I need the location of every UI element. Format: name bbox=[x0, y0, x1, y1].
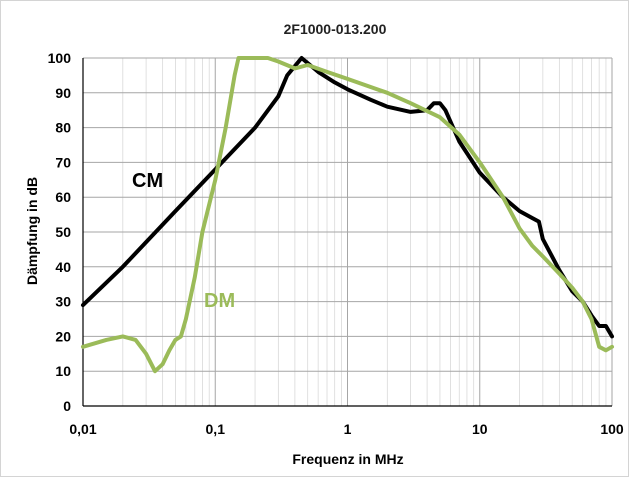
y-tick-label: 80 bbox=[55, 120, 71, 136]
x-axis-title: Frequenz in MHz bbox=[292, 451, 403, 467]
chart-title: 2F1000-013.200 bbox=[284, 21, 387, 37]
axes: 0 10 20 30 40 50 60 70 80 90 100 0,01 0,1 1 10 100 bbox=[48, 50, 624, 437]
series-label-dm: DM bbox=[204, 290, 235, 312]
y-tick-label: 50 bbox=[55, 224, 71, 240]
series-group bbox=[81, 56, 614, 374]
y-tick-label: 90 bbox=[55, 85, 71, 101]
y-tick-label: 30 bbox=[55, 294, 71, 310]
x-tick-label: 10 bbox=[472, 421, 488, 437]
grid bbox=[82, 57, 613, 406]
y-tick-label: 70 bbox=[55, 154, 71, 170]
x-tick-label: 0,01 bbox=[69, 421, 96, 437]
y-tick-label: 20 bbox=[55, 328, 71, 344]
y-tick-label: 60 bbox=[55, 189, 71, 205]
series-line-dm bbox=[81, 56, 614, 374]
x-tick-label: 0,1 bbox=[206, 421, 226, 437]
y-tick-label: 100 bbox=[48, 50, 72, 66]
y-tick-label: 40 bbox=[55, 259, 71, 275]
x-tick-label: 100 bbox=[600, 421, 624, 437]
y-tick-label: 0 bbox=[63, 398, 71, 414]
series-label-cm: CM bbox=[132, 170, 163, 192]
y-axis-title: Dämpfung in dB bbox=[24, 177, 40, 285]
y-tick-label: 10 bbox=[55, 363, 71, 379]
x-tick-label: 1 bbox=[344, 421, 352, 437]
